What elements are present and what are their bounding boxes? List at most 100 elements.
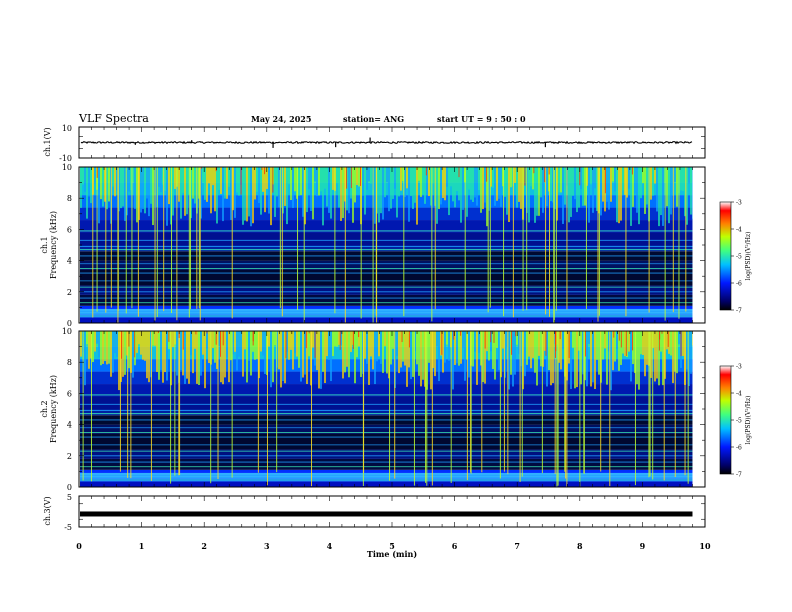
spectrogram-noise xyxy=(148,167,150,217)
spectrogram-noise xyxy=(162,331,164,383)
spectrogram-noise xyxy=(562,331,564,349)
ch1-colorbar: -7 -6 -5 -4 -3 log(PSD)(V²/Hz) xyxy=(719,200,752,315)
spectrogram-noise xyxy=(184,167,186,216)
spectrogram-noise xyxy=(670,331,672,356)
spectrogram-noise xyxy=(660,167,662,216)
spectrogram-noise xyxy=(300,331,302,382)
spectrogram-noise xyxy=(538,167,540,216)
spectrogram-noise xyxy=(152,167,154,226)
spectrogram-noise xyxy=(210,167,212,214)
spectrogram-noise xyxy=(346,167,348,211)
spectrogram-noise xyxy=(498,331,500,370)
spectrogram-noise xyxy=(336,331,338,347)
spectrogram-noise xyxy=(450,167,452,187)
spectrogram-noise xyxy=(418,331,420,376)
spectrogram-noise xyxy=(540,167,542,198)
spectrogram-noise xyxy=(330,167,332,219)
spectrogram-noise xyxy=(400,331,402,368)
spectrogram-noise xyxy=(474,331,476,352)
spectrogram-band xyxy=(80,469,694,473)
spectrogram-noise xyxy=(230,167,232,220)
spectrogram-noise xyxy=(398,331,400,374)
spectrogram-noise xyxy=(608,331,610,352)
spectrogram-noise xyxy=(384,331,386,346)
spectrogram-noise xyxy=(508,167,510,222)
spectrogram-noise xyxy=(414,331,416,351)
spectrogram-noise xyxy=(104,167,106,202)
spectrogram-noise xyxy=(682,167,684,191)
spectrogram-noise xyxy=(272,331,274,383)
spectrogram-noise xyxy=(224,167,226,199)
spectrogram-noise xyxy=(448,331,450,361)
spectrogram-band xyxy=(80,317,694,323)
spectrogram-noise xyxy=(646,331,648,365)
spectrogram-band xyxy=(80,458,694,470)
spectrogram-noise xyxy=(368,331,370,385)
x-tick-label: 6 xyxy=(452,541,458,551)
spectrogram-noise xyxy=(160,331,162,370)
ch1-colorbar-scale xyxy=(719,201,732,311)
spectrogram-noise xyxy=(140,331,142,355)
ch1-waveform-line xyxy=(80,140,693,145)
spectrogram-noise xyxy=(452,331,454,390)
spectrogram-noise xyxy=(244,331,246,350)
x-tick-label: 2 xyxy=(201,541,207,551)
spectrogram-noise xyxy=(172,331,174,348)
spectrogram-noise xyxy=(528,331,530,357)
spectrogram-noise xyxy=(488,331,490,361)
spectrogram-noise xyxy=(504,331,506,378)
spectrogram-noise xyxy=(594,167,596,189)
spectrogram-noise xyxy=(160,167,162,193)
spectrogram-noise xyxy=(578,331,580,351)
spectrogram-noise xyxy=(656,331,658,379)
spectrogram-noise xyxy=(622,331,624,354)
spectrogram-noise xyxy=(598,331,600,375)
spectrogram-band xyxy=(80,260,694,270)
spectrogram-noise xyxy=(558,167,560,193)
spectrogram-noise xyxy=(386,167,388,183)
spectrogram-noise xyxy=(166,331,168,381)
spectrogram-noise xyxy=(574,331,576,389)
spectrogram-noise xyxy=(358,331,360,347)
spectrogram-noise xyxy=(278,167,280,208)
spectrogram-noise xyxy=(456,331,458,364)
spectrogram-noise xyxy=(548,331,550,371)
spectrogram-noise xyxy=(240,331,242,360)
x-tick-label: 1 xyxy=(139,541,145,551)
spectrogram-noise xyxy=(462,167,464,210)
spectrogram-noise xyxy=(112,167,114,187)
freq-tick-label: 8 xyxy=(67,358,72,367)
spectrogram-noise xyxy=(404,167,406,197)
spectrogram-noise xyxy=(564,167,566,205)
spectrogram-noise xyxy=(202,331,204,355)
spectrogram-noise xyxy=(144,167,146,214)
ch1-waveform-panel: 10 -10 ch.1(V) xyxy=(43,124,706,163)
spectrogram-noise xyxy=(508,331,510,390)
spectrogram-noise xyxy=(214,167,216,212)
spectrogram-noise xyxy=(204,167,206,200)
spectrogram-noise xyxy=(254,167,256,200)
spectrogram-noise xyxy=(472,167,474,202)
spectrogram-noise xyxy=(532,167,534,190)
spectrogram-noise xyxy=(164,167,166,191)
spectrogram-noise xyxy=(592,167,594,213)
spectrogram-noise xyxy=(514,167,516,183)
spectrogram-noise xyxy=(488,167,490,211)
spectrogram-noise xyxy=(668,331,670,354)
spectrogram-band xyxy=(80,481,694,487)
spectrogram-band xyxy=(80,409,694,416)
spectrogram-noise xyxy=(524,331,526,377)
spectrogram-noise xyxy=(406,331,408,387)
spectrogram-noise xyxy=(374,167,376,224)
spectrogram-noise xyxy=(292,167,294,208)
spectrogram-noise xyxy=(574,167,576,200)
spectrogram-noise xyxy=(228,331,230,383)
spectrogram-noise xyxy=(436,167,438,224)
spectrogram-noise xyxy=(246,331,248,383)
spectrogram-noise xyxy=(630,167,632,226)
spectrogram-noise xyxy=(618,331,620,371)
spectrogram-noise xyxy=(516,331,518,345)
spectrogram-noise xyxy=(180,167,182,219)
spectrogram-noise xyxy=(234,167,236,218)
spectrogram-noise xyxy=(82,167,84,185)
